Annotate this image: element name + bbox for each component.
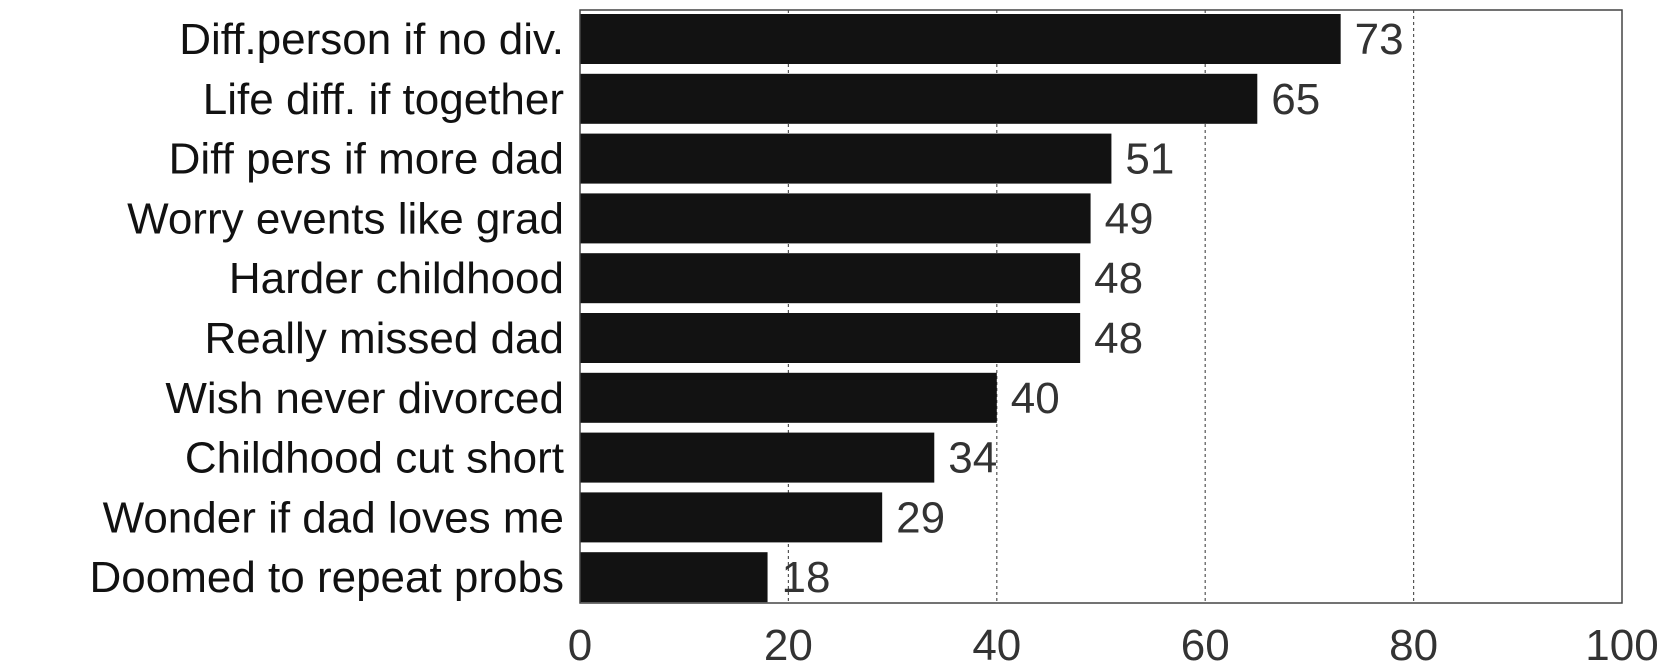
bar bbox=[580, 313, 1081, 363]
data-label: 18 bbox=[782, 553, 831, 602]
data-label: 65 bbox=[1271, 75, 1320, 124]
data-label: 40 bbox=[1011, 374, 1060, 423]
bar bbox=[580, 133, 1112, 184]
plot-frame bbox=[579, 9, 1623, 604]
category-label: Childhood cut short bbox=[185, 434, 564, 483]
data-label: 51 bbox=[1125, 135, 1174, 184]
bar bbox=[580, 432, 935, 483]
x-axis-tick-labels: 0 20 40 60 80 100 bbox=[568, 621, 1659, 670]
data-label: 48 bbox=[1094, 254, 1143, 303]
category-label: Really missed dad bbox=[205, 314, 565, 363]
category-labels: Diff.person if no div. Life diff. if toge… bbox=[89, 15, 564, 602]
x-tick-label: 40 bbox=[972, 621, 1021, 670]
data-label: 34 bbox=[948, 434, 997, 483]
category-label: Harder childhood bbox=[229, 254, 564, 303]
bar bbox=[580, 372, 997, 423]
bar bbox=[580, 14, 1341, 64]
data-label: 49 bbox=[1105, 194, 1154, 243]
data-label: 48 bbox=[1094, 314, 1143, 363]
category-label: Worry events like grad bbox=[127, 194, 564, 243]
category-label: Wish never divorced bbox=[165, 374, 564, 423]
category-label: Life diff. if together bbox=[203, 75, 564, 124]
x-tick-label: 20 bbox=[764, 621, 813, 670]
data-label: 29 bbox=[896, 493, 945, 542]
category-label: Wonder if dad loves me bbox=[103, 493, 564, 542]
x-tick-label: 80 bbox=[1389, 621, 1438, 670]
x-tick-label: 100 bbox=[1585, 621, 1658, 670]
x-tick-label: 60 bbox=[1181, 621, 1230, 670]
category-label: Diff pers if more dad bbox=[169, 135, 564, 184]
bar bbox=[580, 73, 1258, 124]
bar bbox=[580, 552, 768, 603]
category-label: Doomed to repeat probs bbox=[89, 553, 564, 602]
bars bbox=[580, 14, 1341, 603]
bar bbox=[580, 253, 1081, 304]
x-tick-label: 0 bbox=[568, 621, 592, 670]
bar bbox=[580, 193, 1091, 244]
data-label: 73 bbox=[1355, 15, 1404, 64]
bar bbox=[580, 492, 883, 543]
category-label: Diff.person if no div. bbox=[179, 15, 564, 64]
